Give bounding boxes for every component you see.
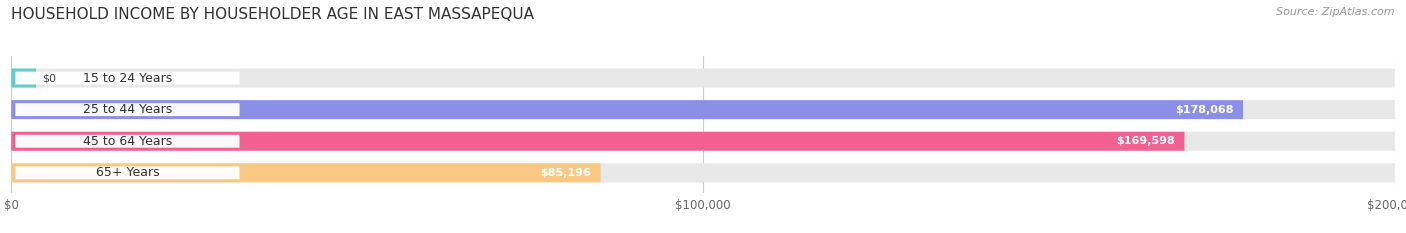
Text: 65+ Years: 65+ Years <box>96 166 159 179</box>
FancyBboxPatch shape <box>11 163 600 182</box>
Text: $85,196: $85,196 <box>540 168 591 178</box>
FancyBboxPatch shape <box>11 132 1184 151</box>
FancyBboxPatch shape <box>15 103 239 116</box>
FancyBboxPatch shape <box>11 100 1243 119</box>
FancyBboxPatch shape <box>11 69 37 88</box>
FancyBboxPatch shape <box>11 69 1395 88</box>
FancyBboxPatch shape <box>15 166 239 179</box>
Text: 45 to 64 Years: 45 to 64 Years <box>83 135 172 148</box>
FancyBboxPatch shape <box>11 163 1395 182</box>
FancyBboxPatch shape <box>11 100 1395 119</box>
FancyBboxPatch shape <box>15 72 239 85</box>
Text: $178,068: $178,068 <box>1175 105 1233 115</box>
Text: $169,598: $169,598 <box>1116 136 1175 146</box>
Text: Source: ZipAtlas.com: Source: ZipAtlas.com <box>1277 7 1395 17</box>
FancyBboxPatch shape <box>15 135 239 148</box>
FancyBboxPatch shape <box>11 132 1395 151</box>
Text: 25 to 44 Years: 25 to 44 Years <box>83 103 172 116</box>
Text: $0: $0 <box>42 73 56 83</box>
Text: HOUSEHOLD INCOME BY HOUSEHOLDER AGE IN EAST MASSAPEQUA: HOUSEHOLD INCOME BY HOUSEHOLDER AGE IN E… <box>11 7 534 22</box>
Text: 15 to 24 Years: 15 to 24 Years <box>83 72 172 85</box>
